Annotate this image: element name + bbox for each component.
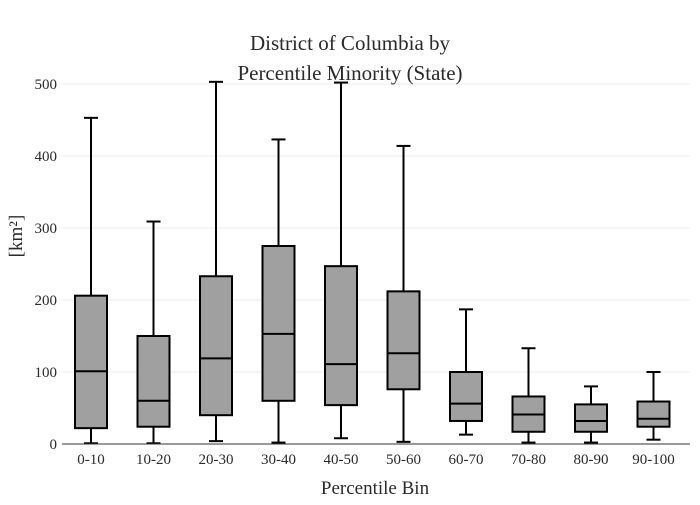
box-10-20: [136, 220, 171, 445]
iqr-box: [261, 245, 296, 402]
y-tick-label: 400: [35, 149, 58, 165]
box-70-80: [511, 347, 546, 444]
x-tick-label: 40-50: [324, 452, 359, 468]
iqr-box: [449, 371, 483, 422]
y-tick-label: 100: [35, 365, 58, 381]
y-tick-label: 500: [35, 77, 58, 93]
box-80-90: [574, 385, 608, 444]
box-30-40: [261, 138, 296, 444]
iqr-box: [199, 275, 233, 417]
box-50-60: [386, 144, 421, 443]
y-tick-label: 300: [35, 221, 58, 237]
box-20-30: [199, 80, 233, 443]
x-tick-label: 60-70: [449, 452, 484, 468]
y-axis-label: [km²]: [6, 215, 27, 258]
x-tick-label: 10-20: [136, 452, 171, 468]
chart-title-line-1: District of Columbia by: [250, 31, 451, 55]
gridlines: [62, 83, 690, 373]
y-tick-labels: 0 100 200 300 400 500: [35, 77, 58, 453]
x-tick-label: 80-90: [574, 452, 609, 468]
iqr-box: [74, 294, 108, 430]
x-tick-label: 50-60: [386, 452, 421, 468]
chart-title-line-2: Percentile Minority (State): [237, 61, 462, 85]
box-90-100: [636, 371, 671, 441]
x-tick-label: 0-10: [77, 452, 105, 468]
x-tick-label: 30-40: [261, 452, 296, 468]
x-tick-label: 70-80: [511, 452, 546, 468]
boxes: [74, 80, 671, 445]
x-tick-labels: 0-10 10-20 20-30 30-40 40-50 50-60 60-70 70-80 8…: [77, 452, 675, 468]
x-axis-label: Percentile Bin: [321, 478, 430, 499]
iqr-box: [324, 265, 358, 407]
box-40-50: [324, 81, 358, 440]
y-tick-label: 200: [35, 293, 58, 309]
x-tick-label: 20-30: [199, 452, 234, 468]
iqr-box: [574, 403, 608, 433]
iqr-box: [136, 335, 171, 428]
box-0-10: [74, 116, 108, 445]
iqr-box: [636, 400, 671, 428]
y-tick-label: 0: [50, 437, 58, 453]
box-60-70: [449, 308, 483, 436]
iqr-box: [386, 290, 421, 391]
x-tick-label: 90-100: [632, 452, 675, 468]
